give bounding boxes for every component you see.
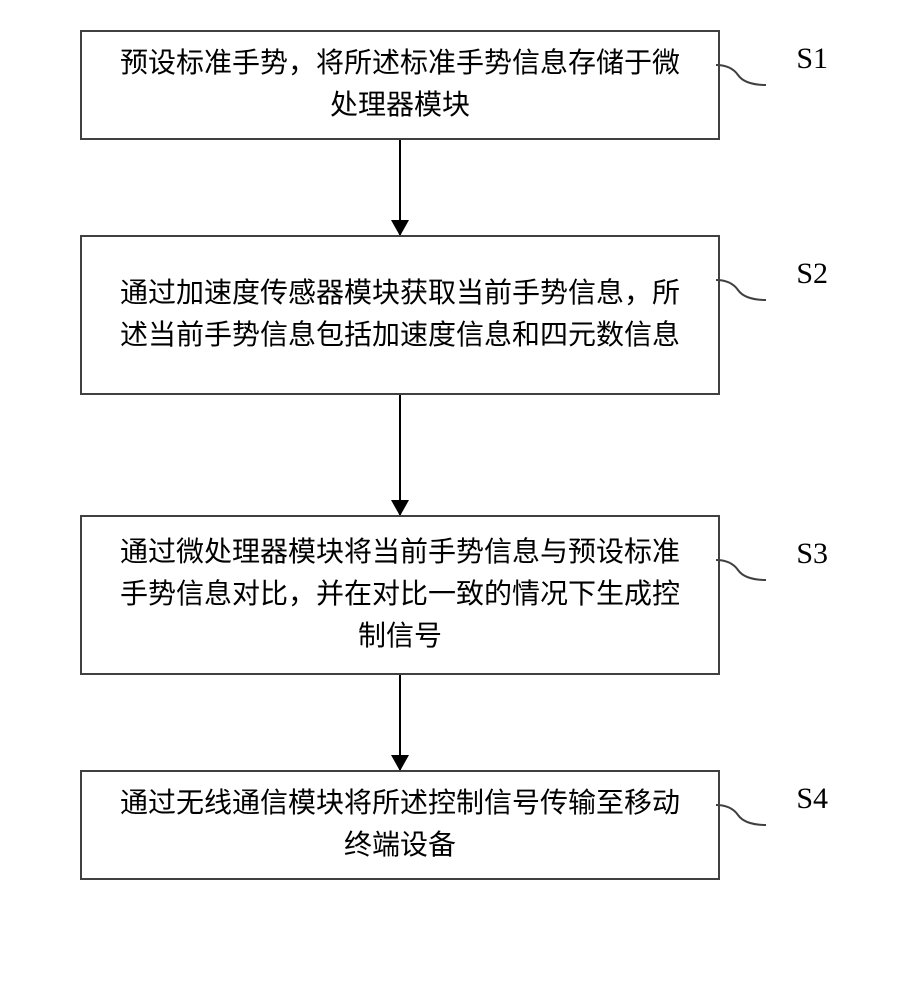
arrow-head — [391, 500, 409, 516]
brace-s4 — [716, 802, 766, 828]
step-label-s4: S4 — [796, 782, 828, 816]
arrow-s1-s2 — [80, 140, 720, 235]
step-box-s1: 预设标准手势，将所述标准手势信息存储于微处理器模块 S1 — [80, 30, 720, 140]
step-label-s1: S1 — [796, 42, 828, 76]
step-text-s2: 通过加速度传感器模块获取当前手势信息，所述当前手势信息包括加速度信息和四元数信息 — [112, 273, 688, 357]
step-text-s4: 通过无线通信模块将所述控制信号传输至移动终端设备 — [112, 783, 688, 867]
arrow-s3-s4 — [80, 675, 720, 770]
step-label-s3: S3 — [796, 537, 828, 571]
arrow-head — [391, 220, 409, 236]
step-box-s4: 通过无线通信模块将所述控制信号传输至移动终端设备 S4 — [80, 770, 720, 880]
brace-s2 — [716, 277, 766, 303]
step-text-s1: 预设标准手势，将所述标准手势信息存储于微处理器模块 — [112, 43, 688, 127]
arrow-s2-s3 — [80, 395, 720, 515]
brace-s3 — [716, 557, 766, 583]
step-label-s2: S2 — [796, 257, 828, 291]
arrow-head — [391, 755, 409, 771]
step-box-s2: 通过加速度传感器模块获取当前手势信息，所述当前手势信息包括加速度信息和四元数信息… — [80, 235, 720, 395]
flowchart-container: 预设标准手势，将所述标准手势信息存储于微处理器模块 S1 通过加速度传感器模块获… — [80, 30, 840, 880]
step-text-s3: 通过微处理器模块将当前手势信息与预设标准手势信息对比，并在对比一致的情况下生成控… — [112, 532, 688, 658]
arrow-line — [399, 395, 401, 515]
brace-s1 — [716, 62, 766, 88]
step-box-s3: 通过微处理器模块将当前手势信息与预设标准手势信息对比，并在对比一致的情况下生成控… — [80, 515, 720, 675]
